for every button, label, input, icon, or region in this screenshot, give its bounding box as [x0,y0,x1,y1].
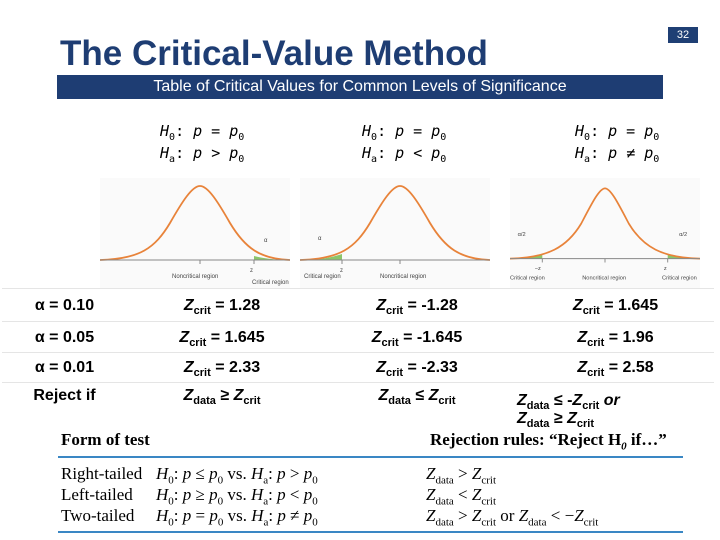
table-row: α = 0.01 Zcrit = 2.33 Zcrit = -2.33 Zcri… [2,352,714,383]
page-title: The Critical-Value Method [60,34,488,73]
alpha-label: α = 0.01 [34,359,95,376]
svg-text:α/2: α/2 [518,232,526,238]
alpha-label: α = 0.05 [34,328,95,346]
zcrit-value: Zcrit = -2.33 [376,359,458,380]
alpha-label: α = 0.10 [34,296,95,314]
hypothesis-pair: H0: p ≤ p0 vs. Ha: p > p0 [156,464,318,487]
zcrit-value: Zcrit = 1.28 [183,296,261,317]
reject-rule: Zdata ≤ -Zcrit or Zdata ≥ Zcrit [517,392,620,431]
svg-text:Critical region: Critical region [510,276,545,282]
right-tailed-curve: α Noncritical region z Critical region [100,178,290,288]
reject-if-label: Reject if [33,387,96,404]
divider [58,456,683,458]
svg-text:Noncritical region: Noncritical region [172,274,218,280]
svg-text:z: z [664,266,667,272]
two-tailed-curve: α/2 α/2 −z z Critical region Noncritical… [510,178,700,288]
svg-text:−z: −z [535,266,541,272]
hypothesis-pair: H0: p = p0 vs. Ha: p ≠ p0 [156,506,318,529]
rejection-header: Rejection rules: “Reject H0 if…” [430,430,667,453]
zcrit-value: Zcrit = 2.33 [183,359,261,380]
svg-text:Noncritical region: Noncritical region [582,276,626,282]
rule-two-tailed: Zdata > Zcrit or Zdata < −Zcrit [426,506,599,529]
svg-text:Critical region: Critical region [252,280,289,286]
svg-text:z: z [250,268,253,274]
slide-number: 32 [668,27,698,43]
zcrit-value: Zcrit = -1.645 [371,328,463,349]
hypothesis-right-tailed: H0: p = p0 Ha: p > p0 [160,122,245,165]
rejection-rules-table: Form of test Rejection rules: “Reject H0… [58,430,683,535]
hypothesis-left-tailed: H0: p = p0 Ha: p < p0 [362,122,447,165]
hypothesis-two-tailed: H0: p = p0 Ha: p ≠ p0 [575,122,660,165]
form-header: Form of test [61,430,150,449]
form-right-tailed: Right-tailed [61,464,143,483]
svg-text:α: α [318,236,322,242]
rule-right-tailed: Zdata > Zcrit [426,464,497,487]
reject-rule: Zdata ≥ Zcrit [183,387,261,408]
svg-text:Noncritical region: Noncritical region [380,274,426,280]
svg-text:Critical region: Critical region [662,276,697,282]
zcrit-value: Zcrit = 1.645 [572,296,659,317]
svg-text:α/2: α/2 [679,232,687,238]
svg-text:Critical region: Critical region [304,274,341,280]
zcrit-value: Zcrit = 2.58 [577,359,654,380]
zcrit-value: Zcrit = 1.96 [577,328,654,349]
svg-text:α: α [264,238,268,244]
divider [58,531,683,533]
subtitle-bar: Table of Critical Values for Common Leve… [57,75,663,99]
svg-text:z: z [340,268,343,274]
table-row: Reject if Zdata ≥ Zcrit Zdata ≤ Zcrit Zd… [2,382,714,430]
table-row: α = 0.05 Zcrit = 1.645 Zcrit = -1.645 Zc… [2,321,714,353]
rule-left-tailed: Zdata < Zcrit [426,485,497,508]
hypothesis-pair: H0: p ≥ p0 vs. Ha: p < p0 [156,485,318,508]
form-left-tailed: Left-tailed [61,485,133,504]
zcrit-value: Zcrit = 1.645 [179,328,265,349]
reject-rule: Zdata ≤ Zcrit [378,387,456,408]
form-two-tailed: Two-tailed [61,506,135,525]
left-tailed-curve: α z Critical region Noncritical region [300,178,490,288]
table-row: α = 0.10 Zcrit = 1.28 Zcrit = -1.28 Zcri… [2,288,714,322]
zcrit-value: Zcrit = -1.28 [376,296,458,317]
